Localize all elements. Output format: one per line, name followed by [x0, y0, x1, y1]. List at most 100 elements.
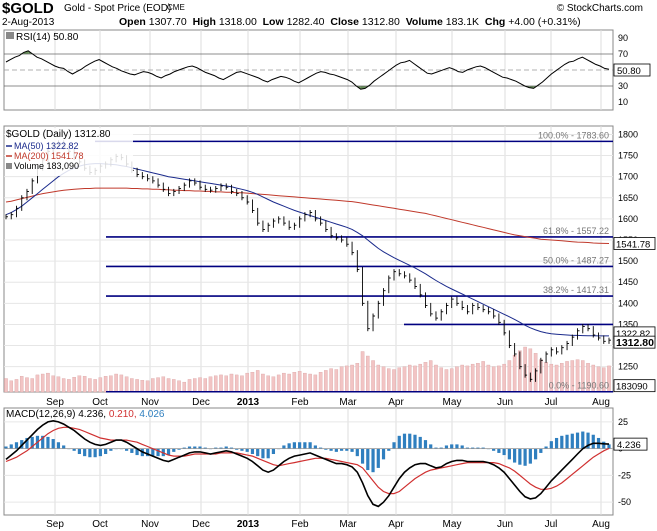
volume-bar	[156, 377, 160, 393]
macd-histogram-bar	[444, 445, 449, 449]
macd-histogram-bar	[423, 440, 428, 449]
volume-bar	[93, 379, 97, 393]
rsi-last-tag: 50.80	[617, 66, 641, 77]
macd-histogram-bar	[151, 448, 155, 457]
price-x-label: Aug	[592, 397, 610, 408]
fib-level-label: 100.0% - 1783.60	[538, 130, 609, 140]
volume-bar	[434, 364, 438, 393]
price-x-label: Jul	[545, 397, 558, 408]
ma50-legend-label: MA(50) 1322.82	[14, 141, 79, 151]
macd-histogram-bar	[235, 448, 239, 450]
price-tick-label: 1250	[618, 362, 638, 372]
macd-histogram-bar	[513, 448, 517, 463]
volume-bar	[470, 363, 475, 393]
macd-x-label: Nov	[141, 519, 159, 530]
volume-bar	[476, 363, 480, 393]
macd-tick-label: 25	[618, 417, 628, 427]
volume-bar	[345, 365, 349, 393]
macd-x-label: Feb	[291, 519, 309, 530]
price-tick-label: 1750	[618, 151, 638, 161]
macd-histogram-bar	[250, 448, 255, 455]
rsi-tick-label: 10	[618, 97, 628, 107]
volume-bar	[413, 365, 417, 393]
price-legend-bg	[5, 128, 133, 176]
macd-histogram-bar	[602, 441, 606, 449]
brand-label: © StockCharts.com	[556, 3, 643, 14]
macd-histogram-bar	[560, 435, 564, 449]
macd-x-label: Jun	[497, 519, 513, 530]
macd-histogram-bar	[434, 447, 438, 449]
volume-bar	[282, 372, 286, 393]
macd-histogram-bar	[166, 448, 171, 456]
volume-bar	[486, 364, 491, 393]
volume-legend-swatch	[6, 163, 12, 169]
macd-histogram-bar	[214, 447, 218, 449]
volume-bar	[418, 363, 422, 393]
macd-histogram-bar	[56, 442, 61, 449]
volume-bar	[88, 378, 92, 393]
macd-histogram-bar	[360, 448, 365, 464]
macd-histogram-bar	[366, 448, 370, 471]
macd-histogram-bar	[528, 448, 532, 464]
price-x-label: Dec	[192, 397, 210, 408]
volume-bar	[460, 364, 464, 393]
macd-histogram-bar	[9, 444, 13, 449]
macd-histogram-bar	[581, 431, 585, 449]
rsi-tick-label: 90	[618, 33, 628, 43]
price-tick-label: 1350	[618, 319, 638, 329]
macd-x-label: Dec	[192, 519, 210, 530]
price-x-label: Sep	[46, 397, 64, 408]
macd-histogram-bar	[282, 445, 286, 449]
macd-histogram-bar	[104, 448, 108, 455]
macd-tick-label: -25	[618, 470, 631, 480]
volume-bar	[250, 372, 255, 393]
volume-bar	[224, 375, 228, 393]
volume-bar	[292, 372, 297, 393]
volume-bar	[287, 373, 291, 393]
volume-legend-label: Volume 183,090	[14, 161, 79, 171]
macd-x-label: Oct	[92, 519, 108, 530]
volume-bar	[77, 375, 82, 393]
macd-histogram-bar	[313, 445, 317, 449]
volume-bar	[145, 380, 150, 393]
volume-bar	[402, 366, 407, 393]
macd-histogram-bar	[4, 446, 8, 449]
macd-histogram-bar	[533, 448, 538, 460]
macd-histogram-bar	[544, 446, 548, 449]
price-x-label: Jun	[497, 397, 513, 408]
volume-bar	[56, 376, 61, 393]
macd-histogram-bar	[381, 448, 386, 460]
volume-bar	[497, 365, 501, 393]
price-right-tag: 183090	[616, 382, 648, 393]
macd-histogram-bar	[481, 447, 485, 449]
price-x-label: May	[443, 397, 462, 408]
price-tick-label: 1650	[618, 193, 638, 203]
macd-histogram-bar	[245, 448, 249, 452]
macd-histogram-bar	[413, 434, 417, 449]
macd-histogram-bar	[350, 448, 354, 452]
volume-bar	[187, 379, 192, 393]
fib-level-label: 50.0% - 1487.27	[543, 255, 609, 265]
ohlc-summary: Open 1307.70 High 1318.00 Low 1282.40 Cl…	[119, 16, 581, 28]
macd-histogram-bar	[460, 445, 464, 449]
volume-bar	[271, 376, 276, 393]
macd-histogram-bar	[539, 448, 543, 453]
macd-histogram-bar	[492, 448, 496, 451]
volume-bar	[355, 363, 360, 393]
price-tick-label: 1800	[618, 129, 638, 139]
volume-bar	[444, 369, 449, 393]
macd-histogram-bar	[135, 448, 139, 456]
volume-bar	[72, 376, 76, 393]
volume-bar	[229, 373, 234, 393]
volume-bar	[182, 381, 187, 393]
macd-histogram-bar	[355, 448, 359, 457]
macd-x-label: May	[443, 519, 462, 530]
volume-bar	[502, 363, 506, 393]
macd-histogram-bar	[41, 435, 45, 449]
volume-bar	[135, 379, 139, 393]
volume-bar	[507, 360, 512, 393]
volume-bar	[198, 377, 202, 393]
macd-histogram-bar	[502, 448, 506, 456]
volume-bar	[82, 376, 87, 393]
rsi-legend-swatch	[6, 32, 14, 39]
